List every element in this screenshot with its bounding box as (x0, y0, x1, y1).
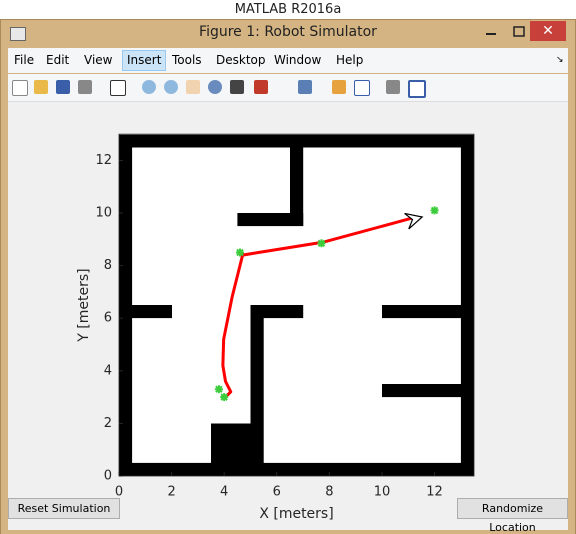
pan-icon[interactable] (186, 80, 200, 94)
axes-box (118, 133, 475, 477)
app-title: MATLAB R2016a (234, 2, 342, 17)
x-tick-label: 2 (167, 485, 175, 500)
brush-icon[interactable] (254, 80, 268, 94)
zoom-out-icon[interactable] (164, 80, 178, 94)
toolbar (8, 74, 568, 102)
menu-item[interactable]: Insert (122, 50, 167, 71)
print-icon[interactable] (78, 80, 92, 94)
y-tick-label: 0 (104, 469, 112, 484)
menu-bar: File Edit View Insert Tools Desktop Window Help… (8, 48, 568, 73)
map-wall (290, 147, 304, 226)
window-icon (10, 27, 26, 41)
close-button[interactable]: ✕ (530, 21, 566, 41)
y-tick-label: 10 (95, 206, 112, 221)
x-tick-label: 10 (374, 485, 391, 500)
map (119, 134, 474, 476)
menu-item[interactable]: Edit (46, 53, 70, 67)
menu-item[interactable]: Window (274, 53, 322, 67)
y-tick-label: 4 (104, 363, 112, 378)
zoom-in-icon[interactable] (142, 80, 156, 94)
map-wall (211, 423, 251, 464)
x-tick-label: 12 (426, 485, 443, 500)
save-icon[interactable] (56, 80, 70, 94)
menu-item[interactable]: View (84, 53, 113, 67)
open-icon[interactable] (34, 80, 48, 94)
map-wall (250, 305, 264, 463)
y-tick-label: 2 (104, 416, 112, 431)
menu-item[interactable]: Tools (172, 53, 202, 67)
pointer-icon[interactable] (110, 80, 126, 96)
menu-item[interactable]: Desktop (216, 53, 266, 67)
map-wall (382, 384, 461, 398)
legend-icon[interactable] (354, 80, 370, 96)
waypoint (317, 239, 326, 248)
waypoint (235, 248, 244, 257)
map-wall (382, 305, 461, 319)
map-wall (237, 213, 304, 227)
x-tick-label: 8 (325, 485, 333, 500)
reset-button[interactable]: Reset Simulation (8, 498, 120, 519)
show-tools-icon[interactable] (408, 80, 426, 98)
menu-overflow[interactable]: ↘ (556, 55, 564, 65)
minimize-button[interactable] (478, 22, 504, 42)
randomize-button[interactable]: Randomize Location (457, 498, 568, 534)
link-icon[interactable] (298, 80, 312, 94)
map-wall (132, 305, 172, 319)
waypoint (214, 385, 223, 394)
menu-item[interactable]: Help (336, 53, 364, 67)
waypoint (430, 206, 439, 215)
maximize-button[interactable] (506, 22, 532, 42)
new-icon[interactable] (12, 80, 28, 96)
rotate-icon[interactable] (208, 80, 222, 94)
robot-path (221, 215, 417, 397)
x-tick-label: 4 (220, 485, 228, 500)
y-axis-label: Y [meters] (76, 268, 92, 342)
window-title: Figure 1: Robot Simulator (199, 24, 377, 40)
y-tick-label: 6 (104, 311, 112, 326)
y-tick-label: 8 (104, 258, 112, 273)
colorbar-icon[interactable] (332, 80, 346, 94)
robot (404, 212, 424, 230)
x-axis-label: X [meters] (259, 506, 333, 522)
y-tick-label: 12 (95, 153, 112, 168)
menu-item[interactable]: File (14, 53, 35, 67)
hide-tools-icon[interactable] (386, 80, 400, 94)
datacursor-icon[interactable] (230, 80, 244, 94)
waypoint (220, 393, 229, 402)
x-tick-label: 0 (115, 485, 123, 500)
x-tick-label: 6 (273, 485, 281, 500)
